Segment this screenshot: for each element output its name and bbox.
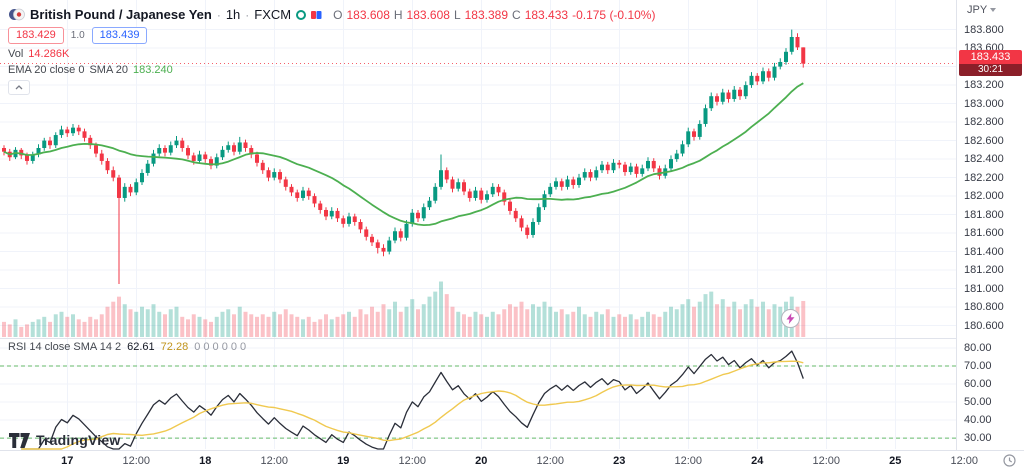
price-axis-label: 182.000 xyxy=(964,190,1004,203)
high-value: 183.608 xyxy=(406,7,450,22)
rsi-axis-label: 70.00 xyxy=(964,360,992,373)
time-axis-label: 12:00 xyxy=(812,455,841,467)
ema-indicator-label[interactable]: EMA 20 close 0 xyxy=(8,64,85,76)
rsi-indicator-label[interactable]: RSI 14 close SMA 14 2 xyxy=(8,341,122,353)
chart-canvas[interactable] xyxy=(0,0,956,450)
time-axis-label: 12:00 xyxy=(398,455,427,467)
rsi-ma-value: 72.28 xyxy=(160,341,189,353)
time-axis-label: 24 xyxy=(751,455,764,467)
symbol-title[interactable]: British Pound / Japanese Yen xyxy=(30,7,212,22)
time-axis-label: 12:00 xyxy=(950,455,979,467)
tradingview-logo[interactable]: TradingView xyxy=(9,432,120,448)
pane-separator[interactable] xyxy=(0,337,956,340)
rsi-extra-values: 0 0 0 0 0 0 xyxy=(194,341,247,353)
rsi-axis-label: 30.00 xyxy=(964,432,992,445)
time-axis-label: 20 xyxy=(475,455,488,467)
spread-value: 1.0 xyxy=(70,30,85,41)
bar-countdown: 30:21 xyxy=(959,63,1022,76)
price-axis-label: 182.400 xyxy=(964,153,1004,166)
time-axis-label: 18 xyxy=(199,455,212,467)
market-status-icon[interactable] xyxy=(296,9,307,20)
price-axis-label: 182.600 xyxy=(964,134,1004,147)
rsi-axis-label: 60.00 xyxy=(964,378,992,391)
price-axis-label: 181.400 xyxy=(964,245,1004,258)
time-axis-label: 12:00 xyxy=(674,455,703,467)
data-feed-icon[interactable] xyxy=(311,10,322,20)
volume-indicator-value: 14.286K xyxy=(28,48,70,60)
price-axis-label: 183.800 xyxy=(964,23,1004,36)
last-price-value: 183.433 xyxy=(959,49,1022,64)
price-axis-label: 183.000 xyxy=(964,97,1004,110)
time-axis-label: 23 xyxy=(613,455,626,467)
legend-main: British Pound / Japanese Yen · 1h · FXCM… xyxy=(8,6,655,99)
price-axis-label: 180.600 xyxy=(964,319,1004,332)
timezone-clock-icon[interactable] xyxy=(1003,454,1016,471)
sma-indicator-label[interactable]: SMA 20 xyxy=(89,64,128,76)
close-label: C xyxy=(512,7,521,22)
time-axis-label: 17 xyxy=(61,455,74,467)
separator: · xyxy=(216,7,221,22)
close-value: 183.433 xyxy=(524,7,569,22)
price-axis-label: 181.200 xyxy=(964,264,1004,277)
separator: · xyxy=(245,7,250,22)
quick-trade-button[interactable] xyxy=(781,309,800,328)
rsi-value: 62.61 xyxy=(127,341,155,353)
time-axis-label: 12:00 xyxy=(536,455,565,467)
time-axis[interactable]: 17 12:00 18 12:00 19 12:00 20 12:00 23 12:00 24 12:… xyxy=(0,450,1024,471)
time-axis-label: 12:00 xyxy=(260,455,289,467)
chevron-down-icon xyxy=(990,8,997,12)
open-label: O xyxy=(333,7,343,22)
time-axis-label: 12:00 xyxy=(122,455,151,467)
time-axis-label: 19 xyxy=(337,455,350,467)
price-axis-label: 181.800 xyxy=(964,208,1004,221)
chevron-up-icon xyxy=(15,85,23,90)
price-axis-label: 180.800 xyxy=(964,301,1004,314)
low-value: 183.389 xyxy=(464,7,509,22)
low-label: L xyxy=(453,7,461,22)
currency-selector[interactable]: JPY xyxy=(967,4,997,16)
buy-price-button[interactable]: 183.439 xyxy=(91,27,148,44)
change-value: -0.175 (-0.10%) xyxy=(572,7,656,22)
price-axis-label: 181.600 xyxy=(964,227,1004,240)
sell-price-button[interactable]: 183.429 xyxy=(8,27,64,44)
tradingview-mark-icon xyxy=(9,432,30,448)
interval-label[interactable]: 1h xyxy=(225,7,241,22)
lightning-icon xyxy=(786,313,795,324)
last-price-badge: 183.433 30:21 xyxy=(959,49,1022,76)
price-axis[interactable]: JPY 183.433 30:21 183.800183.600183.4001… xyxy=(956,0,1024,450)
price-axis-label: 182.200 xyxy=(964,171,1004,184)
rsi-axis-label: 40.00 xyxy=(964,414,992,427)
open-value: 183.608 xyxy=(346,7,390,22)
rsi-axis-label: 50.00 xyxy=(964,396,992,409)
legend-rsi: RSI 14 close SMA 14 2 62.61 72.28 0 0 0 … xyxy=(8,341,246,353)
sma-indicator-value: 183.240 xyxy=(132,64,173,76)
price-axis-label: 183.200 xyxy=(964,79,1004,92)
currency-label: JPY xyxy=(967,4,988,16)
price-axis-label: 182.800 xyxy=(964,116,1004,129)
rsi-axis-label: 80.00 xyxy=(964,342,992,355)
time-axis-label: 25 xyxy=(889,455,902,467)
exchange-label[interactable]: FXCM xyxy=(254,7,292,22)
price-axis-label: 181.000 xyxy=(964,282,1004,295)
symbol-logo-icon xyxy=(8,6,25,23)
tradingview-logo-text: TradingView xyxy=(36,432,121,448)
volume-indicator-label[interactable]: Vol xyxy=(8,48,24,60)
ohlc-readout: O 183.608 H 183.608 L 183.389 C 183.433 -0.1… xyxy=(333,8,655,22)
high-label: H xyxy=(393,7,403,22)
legend-collapse-button[interactable] xyxy=(8,80,30,95)
